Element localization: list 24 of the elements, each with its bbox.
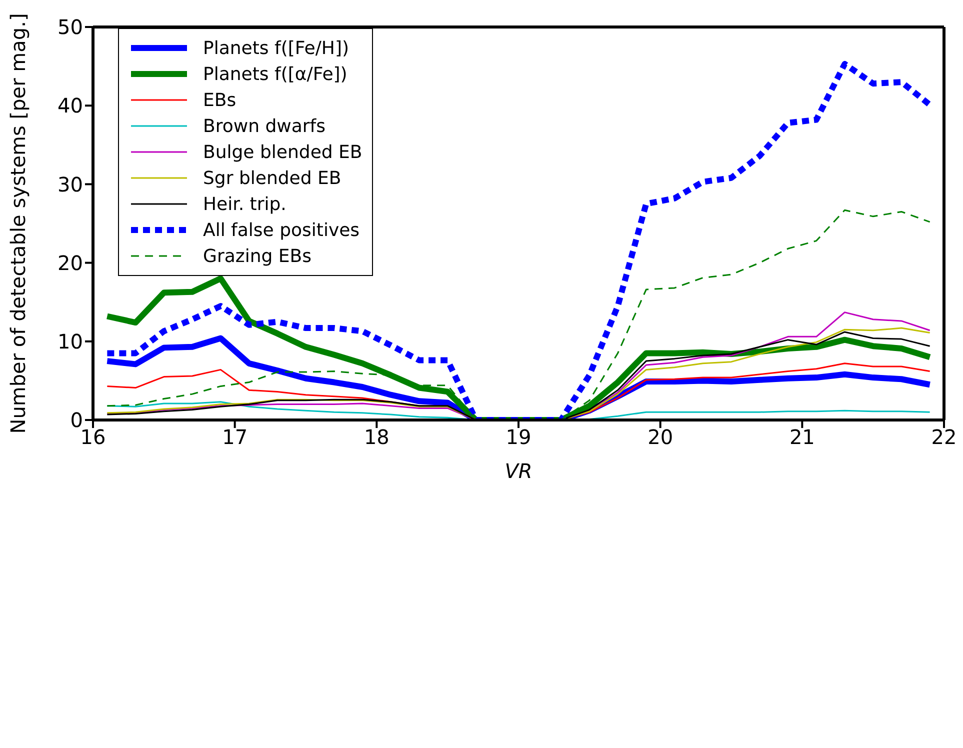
legend-label: Planets f([Fe/H]) [203,38,349,58]
y-tick-label: 50 [58,15,83,40]
y-tick-label: 0 [70,408,83,432]
x-tick-label: 17 [222,425,248,450]
x-tick-label: 19 [506,425,532,450]
y-tick-label: 20 [58,250,83,275]
x-tick-label: 16 [80,425,106,450]
y-tick-label: 10 [58,330,83,354]
legend-label: Sgr blended EB [203,168,342,188]
y-axis-title: Number of detectable systems [per mag.] [6,13,30,434]
x-tick-label: 21 [789,425,815,450]
legend-label: Heir. trip. [203,194,286,214]
legend-label: Grazing EBs [203,246,312,266]
x-tick-label: 22 [931,425,957,450]
legend-label: Bulge blended EB [203,142,362,162]
legend-label: Brown dwarfs [203,116,326,136]
x-tick-label: 20 [648,425,674,450]
x-axis-title: VR [504,459,532,483]
legend-label: All false positives [203,220,360,240]
legend-label: EBs [203,90,236,110]
y-tick-label: 40 [58,94,83,118]
y-tick-label: 30 [58,172,83,196]
legend-label: Planets f([α/Fe]) [203,64,348,84]
x-tick-label: 18 [364,425,390,450]
